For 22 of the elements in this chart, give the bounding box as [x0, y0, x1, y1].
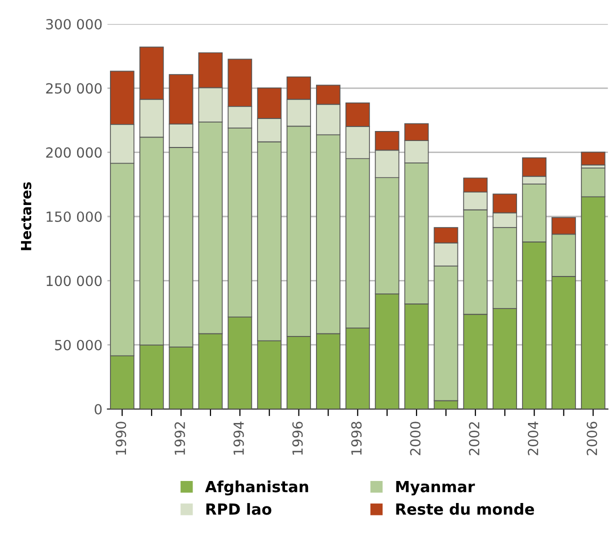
- y-tick-label: 0: [94, 404, 102, 414]
- x-tick-label: 1996: [292, 422, 303, 455]
- legend-label: RPD lao: [206, 503, 272, 515]
- y-tick-label: 150 000: [46, 211, 102, 222]
- bar: [580, 152, 606, 166]
- y-tick-label: 50 000: [55, 340, 102, 350]
- x-tick-label: 2002: [468, 422, 480, 456]
- x-tick-label: 2000: [410, 422, 421, 456]
- y-tick-label: 250 000: [46, 83, 102, 94]
- legend-label: Myanmar: [396, 480, 475, 496]
- legend-label: Afghanistan: [205, 480, 308, 496]
- y-tick-label: 300 000: [46, 18, 102, 30]
- y-tick-label: 200 000: [46, 147, 102, 158]
- legend-label: Reste du monde: [396, 503, 534, 515]
- x-tick-label: 2004: [528, 422, 538, 456]
- x-tick-label: 1998: [351, 422, 362, 455]
- x-tick-label: 1990: [116, 422, 126, 455]
- y-tick-label: 100 000: [46, 276, 102, 286]
- x-tick-label: 2006: [586, 422, 598, 456]
- y-axis-title: Hectares: [21, 182, 32, 250]
- x-tick-label: 1992: [174, 422, 186, 455]
- x-tick-label: 1994: [233, 422, 244, 455]
